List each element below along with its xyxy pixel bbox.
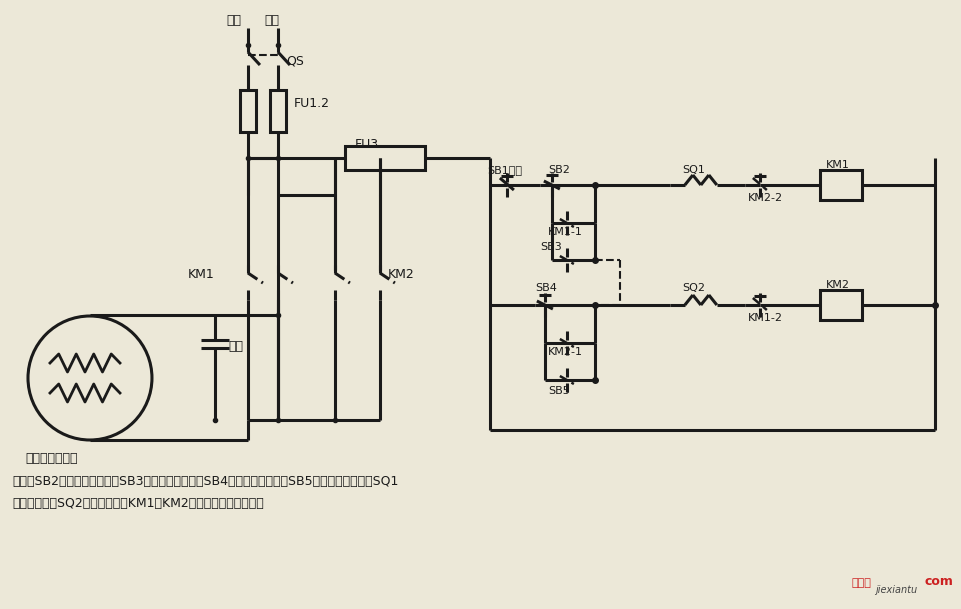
Text: KM2-1: KM2-1 [548, 347, 582, 357]
Text: SB3: SB3 [539, 242, 561, 252]
Bar [819, 170, 861, 200]
Text: SQ2: SQ2 [681, 283, 704, 293]
Text: SB2: SB2 [548, 165, 569, 175]
Text: KM1-2: KM1-2 [747, 313, 782, 323]
Bar [270, 90, 285, 132]
Text: KM1-1: KM1-1 [548, 227, 582, 237]
Text: QS: QS [285, 55, 304, 68]
Bar [819, 290, 861, 320]
Text: 说明：SB2为上升启动按鈕，SB3为上升点动按鈕，SB4为下降启动按鈕，SB5为下降点动按鈕；SQ1: 说明：SB2为上升启动按鈕，SB3为上升点动按鈕，SB4为下降启动按鈕，SB5为… [12, 475, 398, 488]
Text: jiexiantu: jiexiantu [874, 585, 916, 595]
Text: com: com [924, 575, 952, 588]
Text: FU3: FU3 [355, 138, 379, 151]
Bar [239, 90, 256, 132]
Text: SQ1: SQ1 [681, 165, 704, 175]
Text: 零线: 零线 [263, 14, 279, 27]
Text: 为最高限位，SQ2为最低限位。KM1、KM2可用中间继电器代替。: 为最高限位，SQ2为最低限位。KM1、KM2可用中间继电器代替。 [12, 497, 263, 510]
Text: SB1停止: SB1停止 [486, 165, 522, 175]
Bar [345, 146, 425, 170]
Text: 单相电容电动机: 单相电容电动机 [25, 452, 78, 465]
Text: 接线图: 接线图 [850, 578, 871, 588]
Text: KM2-2: KM2-2 [747, 193, 782, 203]
Text: KM1: KM1 [187, 268, 214, 281]
Text: KM2: KM2 [825, 280, 849, 290]
Text: 火线: 火线 [226, 14, 240, 27]
Text: FU1.2: FU1.2 [294, 97, 330, 110]
Text: 电容: 电容 [228, 340, 243, 353]
Text: SB5: SB5 [548, 386, 569, 396]
Text: SB4: SB4 [534, 283, 556, 293]
Text: KM2: KM2 [387, 268, 414, 281]
Text: KM1: KM1 [825, 160, 849, 170]
